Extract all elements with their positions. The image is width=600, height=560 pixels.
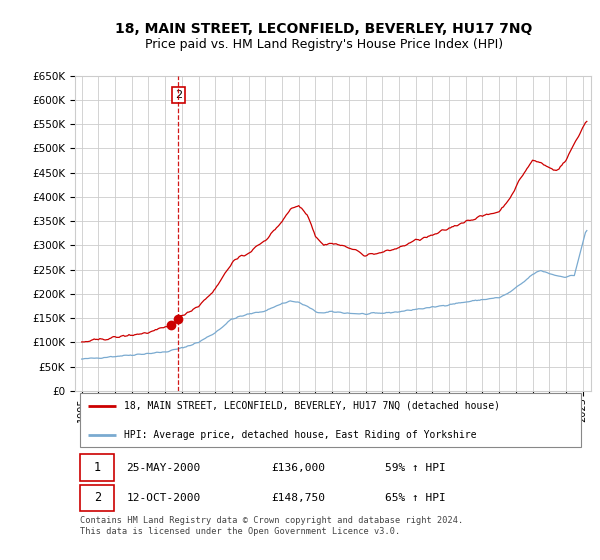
Text: Contains HM Land Registry data © Crown copyright and database right 2024.
This d: Contains HM Land Registry data © Crown c… — [80, 516, 463, 535]
Text: 1: 1 — [94, 461, 101, 474]
Text: 25-MAY-2000: 25-MAY-2000 — [127, 463, 201, 473]
Text: 59% ↑ HPI: 59% ↑ HPI — [385, 463, 445, 473]
Bar — [80, 484, 114, 511]
Bar — [80, 454, 114, 480]
Text: Price paid vs. HM Land Registry's House Price Index (HPI): Price paid vs. HM Land Registry's House … — [145, 38, 503, 51]
Text: HPI: Average price, detached house, East Riding of Yorkshire: HPI: Average price, detached house, East… — [124, 430, 476, 440]
Text: 18, MAIN STREET, LECONFIELD, BEVERLEY, HU17 7NQ (detached house): 18, MAIN STREET, LECONFIELD, BEVERLEY, H… — [124, 400, 500, 410]
Text: £136,000: £136,000 — [271, 463, 325, 473]
Text: £148,750: £148,750 — [271, 493, 325, 503]
Text: 18, MAIN STREET, LECONFIELD, BEVERLEY, HU17 7NQ: 18, MAIN STREET, LECONFIELD, BEVERLEY, H… — [115, 22, 533, 36]
Text: 12-OCT-2000: 12-OCT-2000 — [127, 493, 201, 503]
Text: 2: 2 — [94, 491, 101, 504]
Text: 2: 2 — [175, 90, 182, 100]
Text: 65% ↑ HPI: 65% ↑ HPI — [385, 493, 445, 503]
